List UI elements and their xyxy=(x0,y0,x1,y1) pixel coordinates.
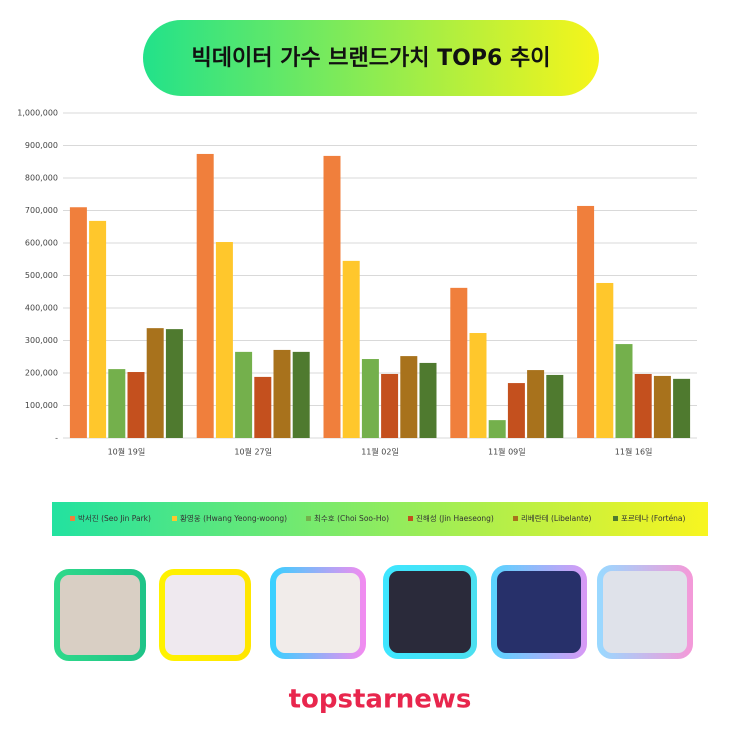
y-tick-label: 300,000 xyxy=(25,336,58,345)
photo xyxy=(383,565,477,659)
bar xyxy=(215,242,233,438)
source-logo: topstarnews xyxy=(289,685,472,715)
bar xyxy=(577,205,595,438)
bar xyxy=(292,351,310,438)
y-tick-label: 200,000 xyxy=(25,369,58,378)
y-tick-label: 900,000 xyxy=(25,141,58,150)
x-tick-label: 11월 09일 xyxy=(488,447,526,457)
y-tick-label: 700,000 xyxy=(25,206,58,215)
legend-label: 진해성 (Jin Haeseong) xyxy=(416,513,494,523)
y-tick-label: 100,000 xyxy=(25,401,58,410)
y-tick-label: 500,000 xyxy=(25,271,58,280)
bar xyxy=(527,370,545,438)
y-tick-label: 600,000 xyxy=(25,239,58,248)
legend-label: 최수호 (Choi Soo-Ho) xyxy=(314,513,389,523)
bar xyxy=(89,220,107,438)
bar xyxy=(450,287,468,438)
bar xyxy=(381,373,399,438)
legend-label: 황영웅 (Hwang Yeong-woong) xyxy=(180,513,287,523)
legend-swatch xyxy=(613,516,618,521)
chart-title: 빅데이터 가수 브랜드가치 TOP6 추이 xyxy=(192,46,551,71)
y-tick-label: 400,000 xyxy=(25,304,58,313)
bar xyxy=(69,207,87,438)
bar xyxy=(673,378,691,438)
bar xyxy=(361,359,379,438)
legend-swatch xyxy=(513,516,518,521)
y-tick-label: 800,000 xyxy=(25,174,58,183)
bar xyxy=(235,351,253,438)
x-tick-label: 11월 16일 xyxy=(615,447,653,457)
bar xyxy=(323,155,341,438)
y-tick-label: - xyxy=(55,434,58,443)
legend-label: 리베란테 (Libelante) xyxy=(521,513,592,523)
bar xyxy=(273,349,291,438)
x-tick-label: 10월 19일 xyxy=(108,447,146,457)
bar xyxy=(469,333,487,438)
bar xyxy=(488,420,506,438)
bar xyxy=(615,344,633,438)
y-tick-label: 1,000,000 xyxy=(17,109,58,118)
bar xyxy=(546,374,564,438)
legend-swatch xyxy=(408,516,413,521)
bar xyxy=(653,375,671,438)
photo xyxy=(597,565,693,659)
bar xyxy=(254,376,272,438)
bar xyxy=(400,356,418,438)
legend-swatch xyxy=(172,516,177,521)
bar xyxy=(127,372,145,438)
bar xyxy=(108,369,126,438)
bar xyxy=(342,260,360,438)
x-tick-label: 11월 02일 xyxy=(361,447,399,457)
bar xyxy=(196,153,214,438)
legend-swatch xyxy=(70,516,75,521)
bar xyxy=(634,373,652,438)
bar xyxy=(146,328,164,438)
legend-box xyxy=(52,502,708,536)
bar xyxy=(596,282,614,438)
photo xyxy=(54,569,146,661)
title-pill xyxy=(143,20,599,96)
legend-swatch xyxy=(306,516,311,521)
legend-label: 박서진 (Seo Jin Park) xyxy=(78,513,151,523)
photo xyxy=(491,565,587,659)
bar xyxy=(507,383,525,438)
photo xyxy=(159,569,251,661)
x-tick-label: 10월 27일 xyxy=(234,447,272,457)
photo xyxy=(270,567,366,659)
legend-label: 포르테나 (Forténa) xyxy=(621,514,686,523)
bar xyxy=(419,362,437,438)
photos xyxy=(54,565,693,661)
bar xyxy=(165,329,183,438)
